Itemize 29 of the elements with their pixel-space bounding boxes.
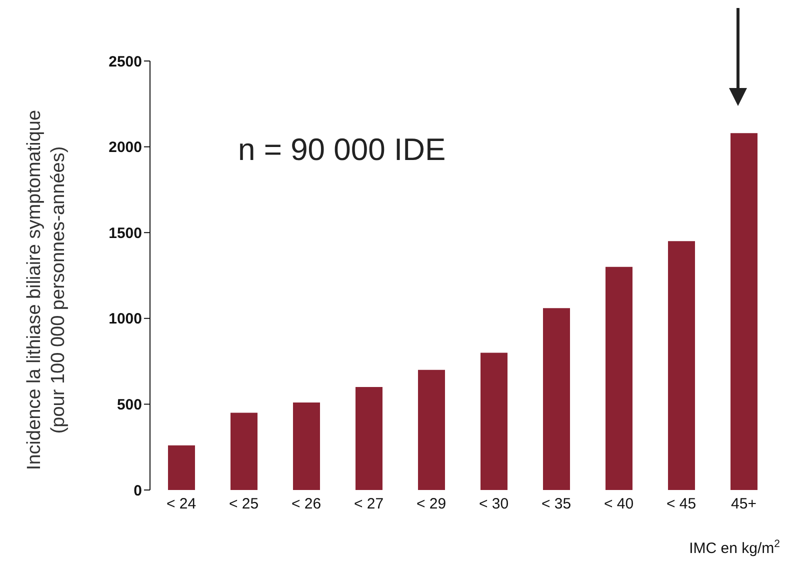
bar [543,308,570,490]
x-tick-label: < 26 [291,496,322,513]
bar [168,445,195,490]
bar [418,370,445,490]
y-tick-label: 2500 [108,53,142,70]
bar [356,387,382,490]
y-tick-label: 500 [116,396,142,414]
x-tick-label: < 29 [416,496,446,513]
x-tick-label: 45+ [731,496,757,513]
x-tick-label: < 45 [666,496,696,513]
x-tick-label: < 25 [228,496,259,513]
bar [668,241,695,490]
y-tick-label: 1500 [108,224,142,242]
x-tick-label: < 35 [541,496,572,513]
x-tick-label: < 30 [478,496,509,513]
bar [293,402,320,490]
y-tick-label: 2000 [108,139,142,156]
bar [730,133,758,490]
bar [230,412,258,490]
bar [606,266,632,490]
y-axis-title: Incidence la lithiase biliaire symptomatique (pour 100 000 personnes-années) [24,110,69,470]
y-tick-label: 1000 [108,310,142,328]
bar [480,352,508,490]
x-axis-title: IMC en kg/m$^{2}$ [689,538,780,557]
x-tick-label: < 40 [604,496,634,513]
x-tick-label: < 24 [166,496,196,513]
x-tick-label: < 27 [354,496,384,513]
annotation: n = 90 000 IDE [238,132,446,167]
y-tick-label: 0 [134,482,142,500]
